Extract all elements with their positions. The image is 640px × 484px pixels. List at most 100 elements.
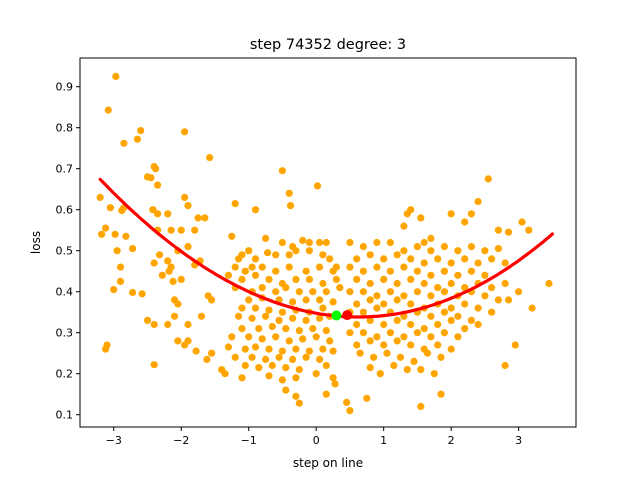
- data-point: [413, 267, 421, 275]
- data-point: [316, 238, 324, 247]
- data-point: [427, 247, 435, 255]
- data-point: [407, 341, 415, 349]
- data-point: [370, 353, 378, 361]
- data-point: [319, 279, 327, 288]
- data-point: [194, 214, 202, 222]
- data-point: [434, 284, 442, 292]
- data-point: [201, 214, 209, 222]
- data-point: [177, 275, 185, 283]
- data-point: [373, 238, 381, 247]
- data-point: [386, 267, 394, 275]
- data-point: [150, 259, 158, 267]
- data-point: [494, 296, 502, 304]
- data-point: [272, 251, 280, 259]
- data-point: [343, 398, 351, 406]
- data-point: [316, 314, 324, 322]
- data-point: [122, 232, 130, 240]
- plot-area: [79, 57, 577, 428]
- data-point: [474, 197, 482, 206]
- x-tick-label: 3: [515, 434, 522, 447]
- data-point: [461, 255, 469, 263]
- data-point: [299, 236, 307, 244]
- data-point: [265, 345, 273, 353]
- data-point: [316, 355, 324, 363]
- data-point: [515, 288, 523, 296]
- data-point: [309, 288, 317, 296]
- data-point: [258, 263, 266, 271]
- data-point: [110, 286, 118, 294]
- data-point: [461, 300, 469, 308]
- data-point: [346, 407, 354, 415]
- data-point: [102, 345, 110, 353]
- marker-red: [342, 310, 353, 321]
- data-point: [373, 304, 381, 312]
- data-point: [184, 320, 192, 329]
- data-point: [312, 333, 320, 341]
- data-point: [248, 314, 256, 322]
- axes-frame: [79, 57, 577, 428]
- data-point: [181, 128, 189, 136]
- data-point: [427, 312, 435, 320]
- data-point: [184, 243, 192, 251]
- data-point: [528, 304, 536, 312]
- data-point: [440, 267, 448, 275]
- data-point: [165, 267, 173, 275]
- data-point: [275, 316, 283, 324]
- markers-layer: [331, 310, 353, 321]
- data-point: [366, 337, 374, 345]
- data-point: [501, 259, 509, 267]
- data-point: [434, 255, 442, 263]
- data-point: [238, 325, 246, 333]
- data-point: [150, 320, 158, 329]
- data-point: [440, 308, 448, 316]
- data-point: [113, 247, 121, 255]
- data-point: [241, 267, 249, 275]
- data-point: [380, 255, 388, 263]
- data-point: [208, 349, 216, 357]
- data-point: [295, 366, 303, 374]
- data-point: [305, 347, 313, 355]
- data-point: [197, 312, 206, 320]
- data-point: [420, 238, 428, 247]
- data-point: [525, 226, 533, 234]
- data-point: [238, 275, 246, 283]
- data-point: [282, 325, 290, 333]
- data-point: [322, 327, 330, 335]
- data-point: [158, 271, 166, 279]
- data-point: [366, 296, 374, 304]
- data-point: [447, 279, 455, 288]
- data-point: [366, 316, 374, 324]
- y-axis: 0.1 0.2 0.3 0.4 0.5 0.6 0.7 0.8 0.9: [56, 81, 80, 422]
- data-point: [461, 284, 469, 292]
- data-point: [248, 353, 256, 361]
- data-point: [413, 243, 421, 251]
- data-point: [467, 267, 475, 275]
- y-tick-label: 0.6: [56, 204, 74, 217]
- data-point: [494, 226, 502, 234]
- data-point: [386, 288, 394, 296]
- data-point: [156, 251, 164, 259]
- data-point: [413, 288, 421, 296]
- data-point: [346, 238, 354, 247]
- x-tick-label: −1: [241, 434, 257, 447]
- data-point: [393, 296, 401, 304]
- data-point: [292, 374, 300, 382]
- data-point: [322, 238, 330, 247]
- x-tick-label: 1: [380, 434, 387, 447]
- data-point: [393, 316, 401, 324]
- y-tick-label: 0.2: [56, 368, 74, 381]
- data-point: [440, 243, 448, 251]
- data-point: [366, 364, 374, 372]
- data-point: [231, 200, 239, 208]
- data-point: [420, 259, 428, 267]
- data-point: [504, 228, 513, 236]
- data-point: [278, 376, 286, 384]
- data-point: [359, 267, 367, 275]
- data-point: [353, 320, 361, 329]
- data-point: [305, 247, 313, 255]
- data-point: [322, 288, 330, 296]
- y-tick-label: 0.5: [56, 245, 74, 258]
- data-point: [248, 263, 256, 271]
- data-point: [461, 325, 469, 333]
